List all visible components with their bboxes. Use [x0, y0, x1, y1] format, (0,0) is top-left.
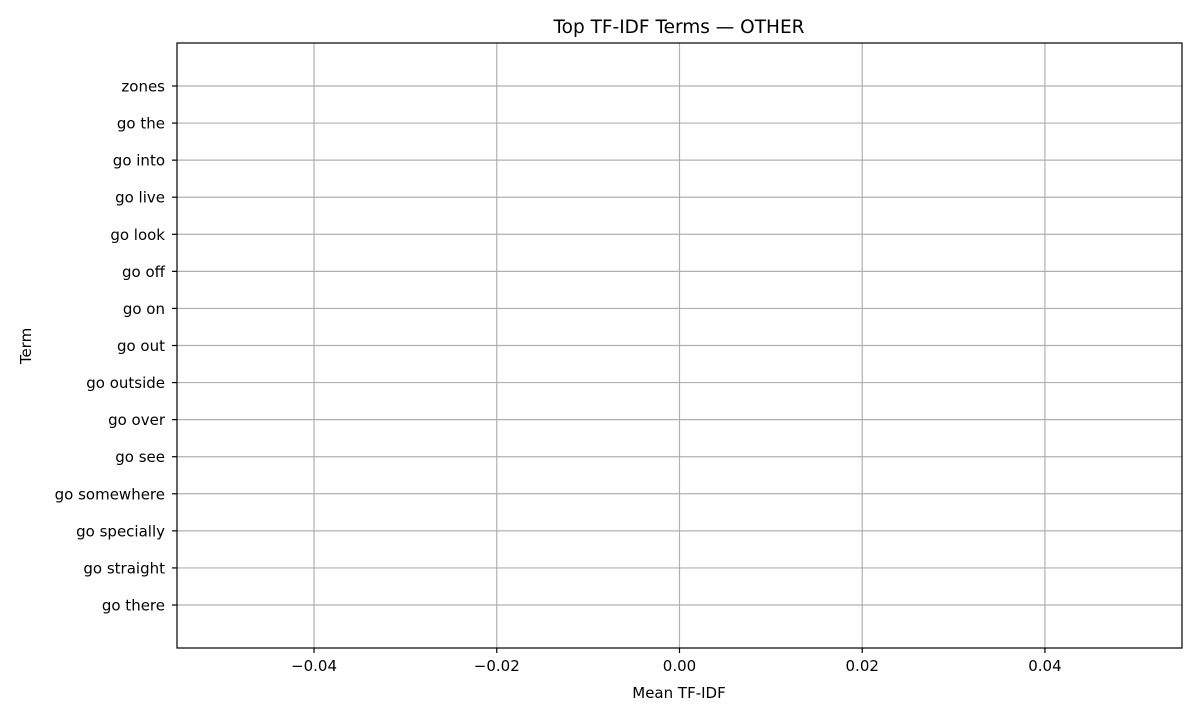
x-tick-label: 0.00	[663, 657, 696, 675]
y-axis: zones go the go into go live go look go off go…	[55, 78, 177, 615]
y-tick-label: zones	[121, 78, 165, 96]
y-tick-label: go specially	[76, 522, 165, 540]
y-tick-label: go somewhere	[55, 485, 165, 503]
y-tick-label: go over	[108, 411, 166, 429]
y-axis-label: Term	[17, 328, 35, 365]
y-tick-label: go see	[115, 448, 165, 466]
y-tick-label: go straight	[83, 559, 165, 577]
y-tick-label: go out	[117, 337, 165, 355]
y-tick-label: go look	[110, 226, 165, 244]
grid-layer	[177, 43, 1182, 648]
y-tick-label: go live	[115, 189, 165, 207]
y-tick-label: go off	[122, 263, 166, 281]
x-tick-label: −0.02	[474, 657, 520, 675]
x-axis-label: Mean TF-IDF	[632, 684, 725, 702]
y-tick-label: go there	[102, 597, 165, 615]
x-axis: −0.04 −0.02 0.00 0.02 0.04	[291, 648, 1062, 675]
y-tick-label: go outside	[86, 374, 165, 392]
x-tick-label: 0.04	[1028, 657, 1061, 675]
y-tick-label: go into	[113, 152, 165, 170]
x-tick-label: 0.02	[846, 657, 879, 675]
y-tick-label: go the	[117, 115, 165, 133]
y-tick-label: go on	[123, 300, 165, 318]
x-tick-label: −0.04	[291, 657, 337, 675]
chart-title: Top TF-IDF Terms — OTHER	[553, 17, 805, 38]
